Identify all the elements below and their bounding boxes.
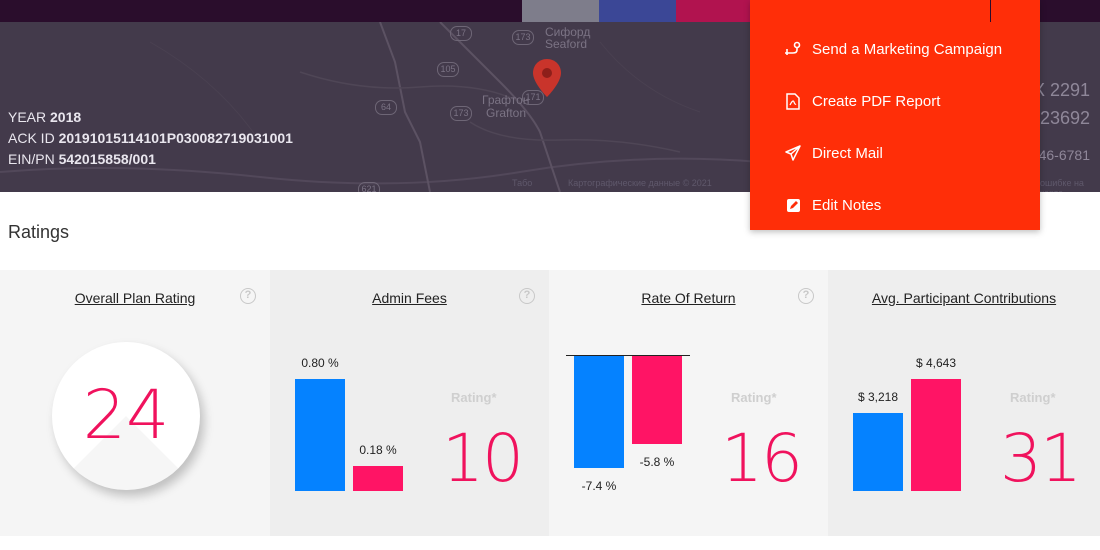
contributions-rating: 31 bbox=[1000, 420, 1082, 497]
overall-plan-rating-link[interactable]: Overall Plan Rating bbox=[74, 290, 196, 306]
menu-divider bbox=[990, 0, 991, 22]
route-shield: 173 bbox=[512, 30, 534, 45]
card-rate-of-return: Rate Of Return ? -7.4 % -5.8 % Rating* 1… bbox=[549, 270, 828, 536]
admin-fees-link[interactable]: Admin Fees bbox=[372, 290, 447, 306]
avg-contributions-link[interactable]: Avg. Participant Contributions bbox=[871, 290, 1057, 306]
plan-meta: YEAR 2018 ACK ID 20191015114101P03008271… bbox=[8, 107, 293, 170]
bar-plan bbox=[853, 413, 903, 491]
bar-label: 0.18 % bbox=[359, 443, 397, 457]
bar-plan bbox=[574, 356, 624, 468]
route-shield: 621 bbox=[358, 182, 380, 192]
bar-benchmark bbox=[632, 356, 682, 444]
ratings-title: Ratings bbox=[8, 222, 70, 242]
bar-label: 0.80 % bbox=[301, 356, 339, 370]
card-overall-plan-rating: Overall Plan Rating ? 24 bbox=[0, 270, 270, 536]
map-tabo: Табо bbox=[512, 178, 533, 188]
menu-item-direct-mail[interactable]: Direct Mail bbox=[750, 127, 1040, 179]
menu-item-edit-notes[interactable]: Edit Notes bbox=[750, 179, 1040, 231]
overall-rating-value: 24 bbox=[82, 376, 170, 455]
map-background[interactable] bbox=[0, 22, 1100, 192]
help-icon[interactable]: ? bbox=[798, 288, 814, 304]
nav-tab-blue[interactable] bbox=[599, 0, 676, 22]
route-shield: 105 bbox=[437, 62, 459, 77]
nav-tab-magenta[interactable] bbox=[676, 0, 751, 22]
rating-label: Rating* bbox=[1010, 390, 1056, 405]
route-shield: 17 bbox=[450, 26, 472, 41]
route-shield: 64 bbox=[375, 100, 397, 115]
rate-of-return-rating: 16 bbox=[721, 420, 803, 497]
bar-benchmark bbox=[911, 379, 961, 491]
bar-label: -7.4 % bbox=[581, 479, 617, 493]
actions-dropdown-menu: Send a Marketing Campaign Create PDF Rep… bbox=[750, 0, 1040, 230]
map-label-seaford: Seaford bbox=[545, 37, 588, 51]
route-shield: 173 bbox=[450, 106, 472, 121]
map-label-grafton: Grafton bbox=[486, 106, 527, 120]
pdf-icon bbox=[782, 92, 804, 110]
bar-benchmark bbox=[353, 466, 403, 491]
bar-label: $ 4,643 bbox=[915, 356, 957, 370]
admin-fees-rating: 10 bbox=[442, 420, 524, 497]
map-label-seaford-ru: Сифорд bbox=[545, 25, 591, 39]
menu-item-create-pdf[interactable]: Create PDF Report bbox=[750, 75, 1040, 127]
zero-baseline bbox=[566, 355, 690, 356]
plan-ack-id: ACK ID 20191015114101P030082719031001 bbox=[8, 130, 293, 146]
map-pin-icon[interactable] bbox=[533, 59, 561, 97]
overall-rating-circle: 24 bbox=[52, 342, 200, 490]
menu-item-marketing-campaign[interactable]: Send a Marketing Campaign bbox=[750, 23, 1040, 75]
plan-year: YEAR 2018 bbox=[8, 109, 82, 125]
map-error-report[interactable]: ошибке на карте bbox=[1040, 178, 1084, 192]
campaign-icon bbox=[782, 40, 804, 58]
map-attribution[interactable]: Картографические данные © 2021 bbox=[568, 178, 712, 188]
rating-label: Rating* bbox=[451, 390, 497, 405]
rate-of-return-link[interactable]: Rate Of Return bbox=[641, 290, 736, 306]
bar-plan bbox=[295, 379, 345, 491]
rating-label: Rating* bbox=[731, 390, 777, 405]
bar-label: $ 3,218 bbox=[857, 390, 899, 404]
map-label-grafton-ru: Графтон bbox=[482, 93, 530, 107]
help-icon[interactable]: ? bbox=[519, 288, 535, 304]
edit-icon bbox=[782, 196, 804, 214]
nav-tab-gray[interactable] bbox=[522, 0, 599, 22]
plan-ein: EIN/PN 542015858/001 bbox=[8, 151, 156, 167]
card-admin-fees: Admin Fees ? 0.80 % 0.18 % Rating* 10 bbox=[270, 270, 549, 536]
card-avg-participant-contributions: Avg. Participant Contributions $ 3,218 $… bbox=[828, 270, 1100, 536]
help-icon[interactable]: ? bbox=[240, 288, 256, 304]
route-shield: 171 bbox=[522, 90, 544, 105]
bar-label: -5.8 % bbox=[639, 455, 675, 469]
paper-plane-icon bbox=[782, 144, 804, 162]
